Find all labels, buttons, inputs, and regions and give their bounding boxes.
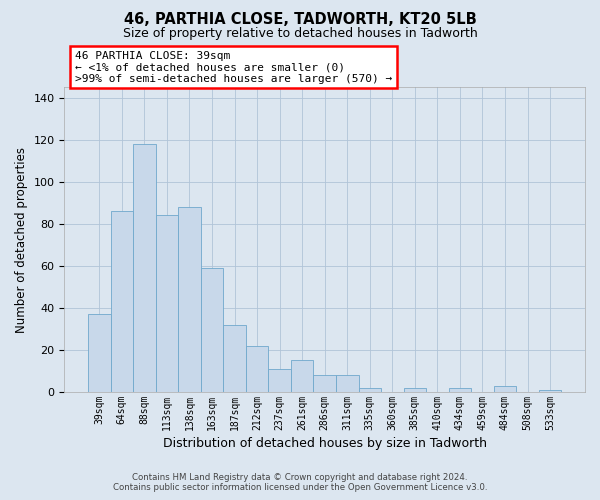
Bar — [178, 207, 201, 392]
Bar — [313, 375, 336, 392]
Bar — [404, 388, 426, 392]
Text: Size of property relative to detached houses in Tadworth: Size of property relative to detached ho… — [122, 28, 478, 40]
Y-axis label: Number of detached properties: Number of detached properties — [15, 146, 28, 332]
Bar — [449, 388, 471, 392]
Text: Contains HM Land Registry data © Crown copyright and database right 2024.
Contai: Contains HM Land Registry data © Crown c… — [113, 473, 487, 492]
Bar — [155, 216, 178, 392]
X-axis label: Distribution of detached houses by size in Tadworth: Distribution of detached houses by size … — [163, 437, 487, 450]
Bar — [268, 369, 291, 392]
Text: 46, PARTHIA CLOSE, TADWORTH, KT20 5LB: 46, PARTHIA CLOSE, TADWORTH, KT20 5LB — [124, 12, 476, 28]
Bar — [110, 211, 133, 392]
Bar — [359, 388, 381, 392]
Bar — [336, 375, 359, 392]
Bar — [246, 346, 268, 392]
Bar — [88, 314, 110, 392]
Bar — [494, 386, 516, 392]
Bar — [223, 324, 246, 392]
Bar — [291, 360, 313, 392]
Bar — [133, 144, 155, 392]
Bar — [539, 390, 562, 392]
Text: 46 PARTHIA CLOSE: 39sqm
← <1% of detached houses are smaller (0)
>99% of semi-de: 46 PARTHIA CLOSE: 39sqm ← <1% of detache… — [75, 51, 392, 84]
Bar — [201, 268, 223, 392]
